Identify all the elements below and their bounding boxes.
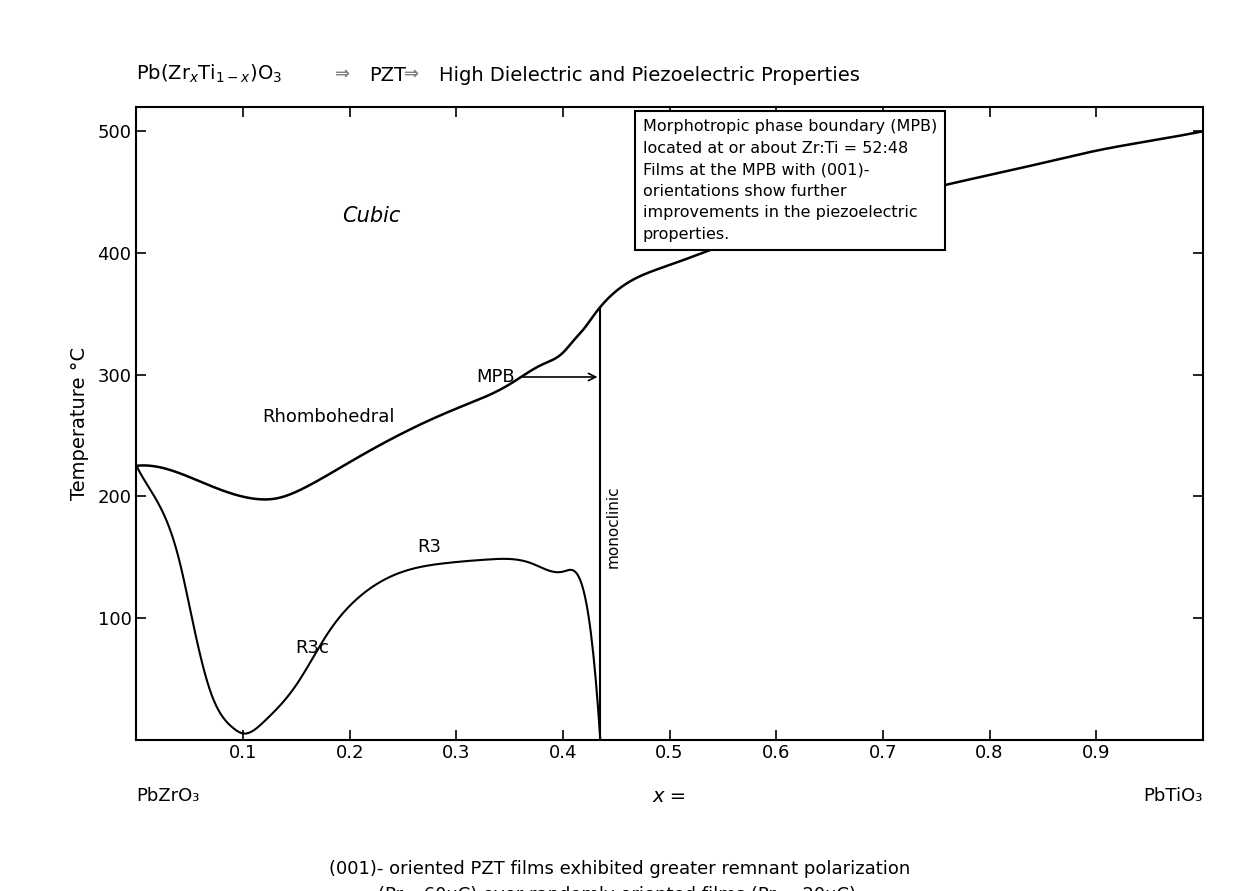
Text: Cubic: Cubic [342,207,401,226]
Text: PbZrO₃: PbZrO₃ [136,787,200,805]
Text: x =: x = [652,787,687,806]
Text: High Dielectric and Piezoelectric Properties: High Dielectric and Piezoelectric Proper… [439,66,859,85]
Text: Pb(Zr$_x$Ti$_{1-x}$)O$_3$: Pb(Zr$_x$Ti$_{1-x}$)O$_3$ [136,62,283,85]
Text: (001)- oriented PZT films exhibited greater remnant polarization
(Pr= 60μC) over: (001)- oriented PZT films exhibited grea… [330,860,910,891]
Y-axis label: Temperature °C: Temperature °C [71,347,89,500]
Text: R3: R3 [418,538,441,556]
Text: ⇒: ⇒ [404,65,419,83]
Text: PZT: PZT [370,66,407,85]
Text: Rhombohedral: Rhombohedral [262,408,394,426]
Text: ⇒: ⇒ [335,65,350,83]
Text: MPB: MPB [476,368,595,386]
Text: PbTiO₃: PbTiO₃ [1143,787,1203,805]
Text: Morphotropic phase boundary (MPB)
located at or about Zr:Ti = 52:48
Films at the: Morphotropic phase boundary (MPB) locate… [642,119,937,242]
Text: monoclinic: monoclinic [605,486,620,568]
Text: R3c: R3c [295,639,330,658]
